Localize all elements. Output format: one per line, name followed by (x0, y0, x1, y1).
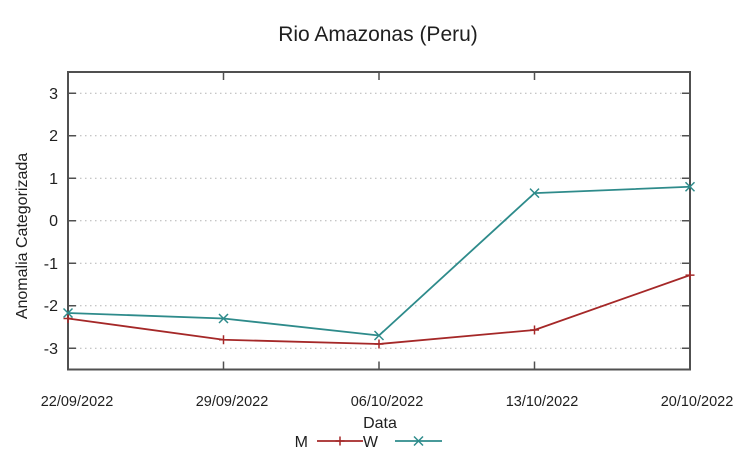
y-tick-label: 3 (49, 86, 58, 103)
y-tick-label: 2 (49, 128, 58, 145)
plot-frame (67, 71, 691, 371)
y-tick-label: 0 (49, 213, 58, 230)
series-marker-w (218, 313, 229, 324)
y-tick-label: 1 (49, 171, 58, 188)
plot-area (62, 71, 696, 447)
series-marker-w (529, 188, 540, 199)
legend-sample-marker-w (413, 435, 424, 447)
y-tick-label: -1 (44, 256, 58, 273)
x-tick-label: 29/09/2022 (196, 394, 269, 410)
x-tick-label: 06/10/2022 (351, 394, 424, 410)
series-line-w (67, 185, 691, 337)
series-line-m (67, 274, 691, 345)
y-tick-label: -3 (44, 341, 58, 358)
legend-label-m: M (295, 434, 308, 451)
x-tick-label: 22/09/2022 (41, 394, 114, 410)
x-axis-label: Data (363, 415, 397, 432)
series-marker-w (62, 307, 74, 319)
series-marker-w (684, 181, 696, 192)
chart-title: Rio Amazonas (Peru) (278, 23, 478, 46)
series-marker-w (373, 330, 385, 341)
x-tick-label: 20/10/2022 (661, 394, 734, 410)
legend-label-w: W (363, 434, 379, 451)
x-tick-label: 13/10/2022 (506, 394, 579, 410)
y-tick-label: -2 (44, 298, 58, 315)
y-axis-label: Anomalia Categorizada (14, 153, 31, 319)
